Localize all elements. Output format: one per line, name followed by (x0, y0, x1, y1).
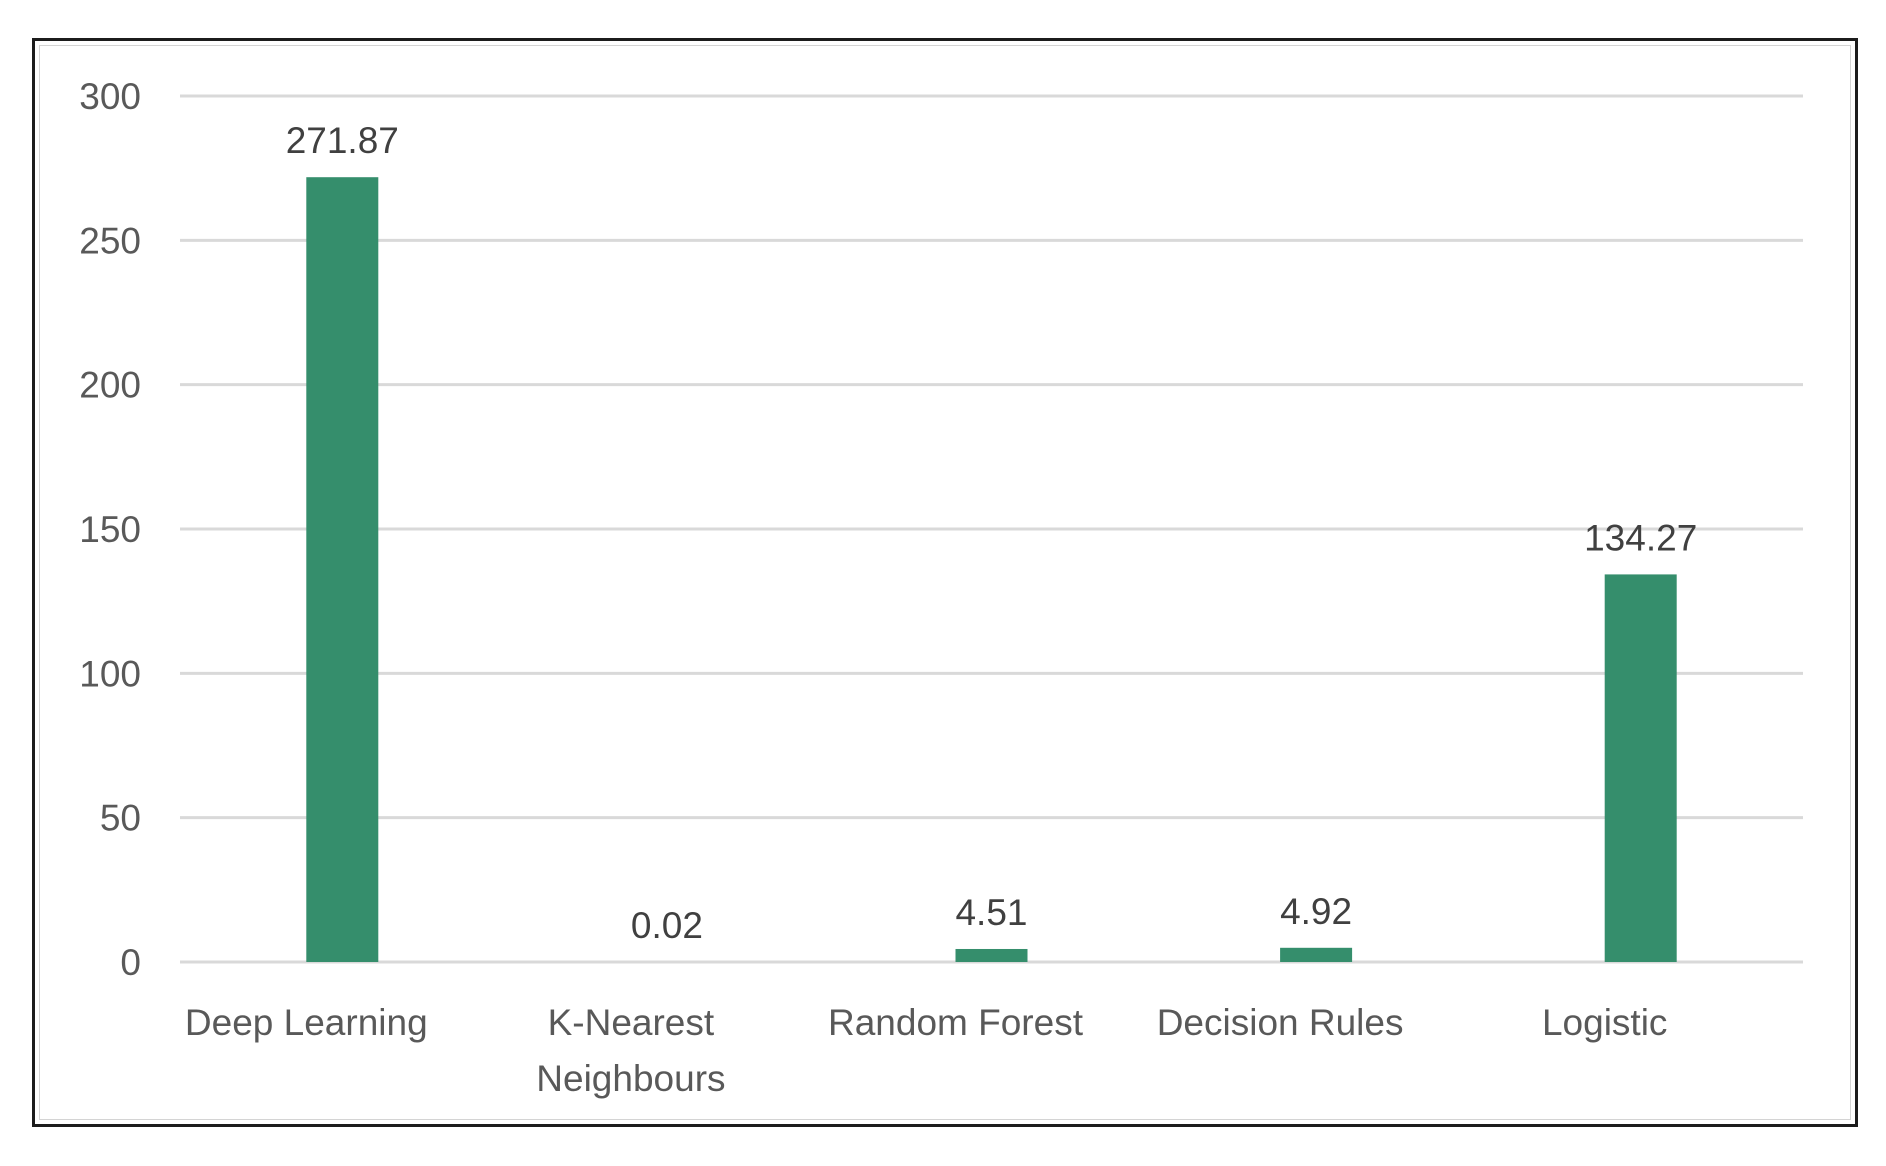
bar (955, 948, 1028, 962)
y-tick-label: 200 (79, 365, 141, 406)
data-labels: 271.87 0.02 4.51 4.92 134.27 (286, 120, 1698, 946)
data-label: 4.92 (1280, 891, 1352, 932)
data-label: 0.02 (631, 905, 703, 946)
bars (306, 177, 1677, 963)
x-category-label: Random Forest (828, 1002, 1084, 1043)
x-category-label: Logistic (1542, 1002, 1667, 1043)
x-axis-category-labels: Deep Learning K-Nearest Neighbours Random F… (185, 1002, 1668, 1099)
y-tick-label: 150 (79, 509, 141, 550)
x-category-label-line: Logistic (1542, 1002, 1667, 1043)
gridlines (180, 94, 1803, 964)
x-category-label-line: Decision Rules (1157, 1002, 1404, 1043)
x-category-label-line: Neighbours (536, 1058, 725, 1099)
bar (306, 177, 379, 963)
x-category-label-line: Deep Learning (185, 1002, 428, 1043)
y-tick-label: 100 (79, 653, 141, 694)
data-label: 4.51 (955, 892, 1027, 933)
x-category-label: Deep Learning (185, 1002, 428, 1043)
x-category-label-line: K-Nearest (548, 1002, 715, 1043)
data-label: 271.87 (286, 120, 399, 161)
data-label: 134.27 (1584, 517, 1697, 558)
x-category-label: Decision Rules (1157, 1002, 1404, 1043)
y-tick-label: 0 (120, 942, 141, 983)
bar (1604, 574, 1677, 962)
y-axis-tick-labels: 0 50 100 150 200 250 300 (79, 76, 141, 983)
y-tick-label: 250 (79, 220, 141, 261)
bar (1280, 947, 1353, 962)
x-category-label: K-Nearest Neighbours (536, 1002, 725, 1099)
y-tick-label: 300 (79, 76, 141, 117)
y-tick-label: 50 (100, 798, 141, 839)
chart-area-border (39, 45, 1851, 1120)
x-category-label-line: Random Forest (828, 1002, 1084, 1043)
